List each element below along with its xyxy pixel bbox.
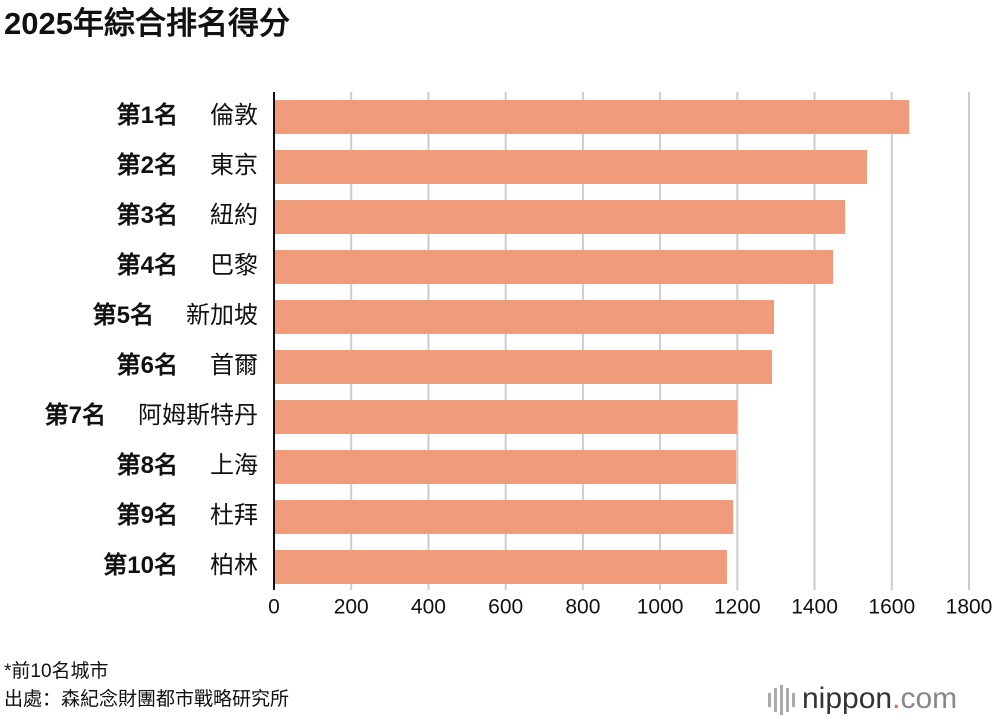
x-tick-label: 1600 [868, 596, 915, 619]
rank: 第1名 [117, 101, 178, 129]
city: 柏林 [210, 552, 258, 579]
rank: 第7名 [45, 401, 106, 429]
rank: 第4名 [117, 251, 178, 279]
y-tick-label: 第2名 東京 [117, 151, 258, 179]
city: 巴黎 [210, 252, 258, 279]
logo-part: nippon [802, 682, 892, 715]
x-tick-label: 1800 [946, 596, 993, 619]
x-tick-label: 1400 [791, 596, 838, 619]
x-tick-label: 400 [411, 596, 446, 619]
city: 上海 [210, 452, 258, 479]
rank: 第2名 [117, 151, 178, 179]
bar [274, 500, 734, 534]
city: 紐約 [210, 202, 258, 229]
bar [274, 550, 727, 584]
y-tick-label: 第9名 杜拜 [117, 501, 258, 529]
city: 東京 [210, 152, 258, 179]
x-tick-label: 800 [565, 596, 600, 619]
bar [274, 400, 737, 434]
x-tick-label: 1200 [714, 596, 761, 619]
logo: nippon.com [802, 682, 957, 715]
y-tick-label: 第5名 新加坡 [93, 301, 258, 329]
bar [274, 150, 868, 184]
chart-title: 2025年綜合排名得分 [4, 6, 290, 41]
rank: 第6名 [117, 351, 178, 379]
city: 阿姆斯特丹 [138, 402, 258, 429]
y-tick-label: 第1名 倫敦 [117, 101, 258, 129]
bar [274, 300, 775, 334]
rank: 第8名 [117, 451, 178, 479]
bar [274, 200, 846, 234]
city: 首爾 [210, 352, 258, 379]
rank: 第9名 [117, 501, 178, 529]
source: 出處：森紀念財團都市戰略研究所 [4, 687, 289, 710]
y-tick-label: 第4名 巴黎 [117, 251, 258, 279]
logo-part: com [900, 682, 957, 715]
logo-part: . [892, 682, 900, 715]
x-tick-label: 0 [268, 596, 280, 619]
logo-icon [768, 685, 795, 715]
bar [274, 450, 737, 484]
city: 杜拜 [210, 502, 258, 529]
y-tick-label: 第8名 上海 [117, 451, 258, 479]
bar [274, 350, 773, 384]
y-tick-label: 第3名 紐約 [117, 201, 258, 229]
x-tick-label: 200 [334, 596, 369, 619]
bar [274, 100, 910, 134]
city: 新加坡 [186, 302, 258, 329]
city: 倫敦 [210, 102, 258, 129]
y-tick-label: 第7名 阿姆斯特丹 [45, 401, 258, 429]
rank: 第3名 [117, 201, 178, 229]
rank: 第5名 [93, 301, 154, 329]
x-tick-label: 1000 [637, 596, 684, 619]
bar [274, 250, 834, 284]
y-tick-label: 第10名 柏林 [103, 551, 258, 579]
x-tick-label: 600 [488, 596, 523, 619]
y-tick-label: 第6名 首爾 [117, 351, 258, 379]
rank: 第10名 [103, 551, 178, 579]
note: *前10名城市 [4, 660, 109, 682]
